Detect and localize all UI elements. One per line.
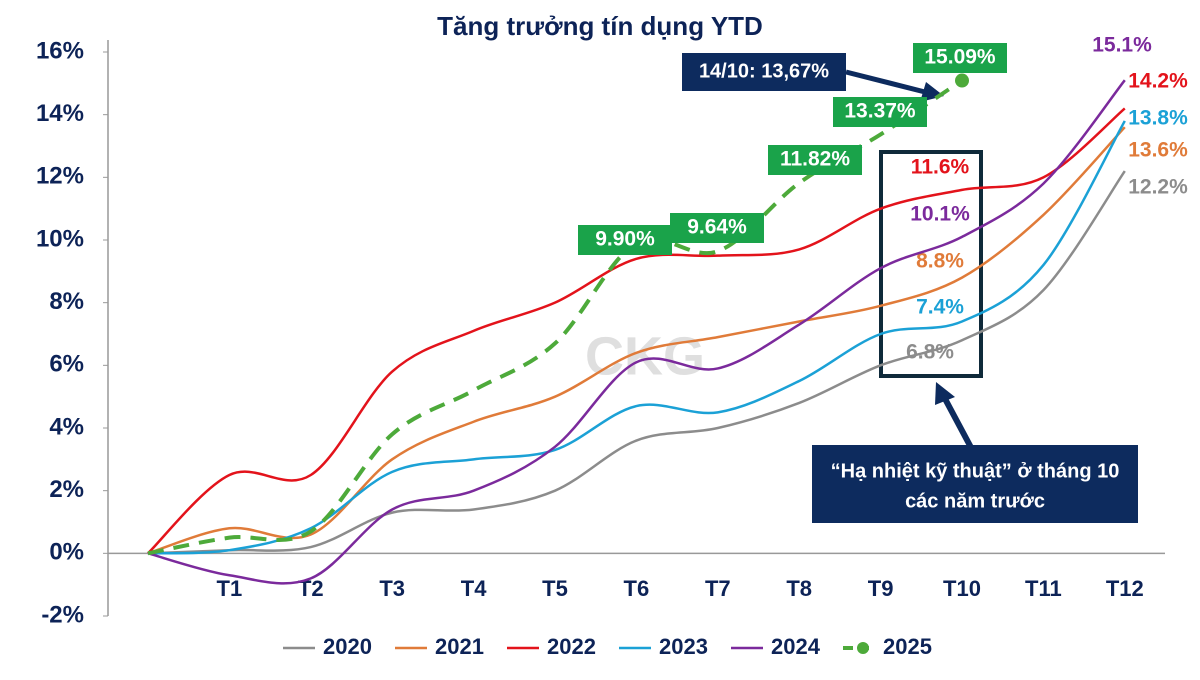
y-tick-label: 8% xyxy=(49,288,84,315)
x-tick-label: T10 xyxy=(943,576,981,601)
annotation-text: “Hạ nhiệt kỹ thuật” ở tháng 10 xyxy=(831,460,1120,482)
data-label: 6.8% xyxy=(906,341,954,364)
x-tick-label: T5 xyxy=(542,576,568,601)
annotation-box xyxy=(812,445,1138,523)
arrow-head xyxy=(935,382,955,405)
label-box xyxy=(833,97,927,127)
data-label: 12.2% xyxy=(1128,176,1188,199)
data-label: 11.6% xyxy=(911,156,970,179)
y-tick-label: 12% xyxy=(36,163,84,190)
x-tick-label: T3 xyxy=(379,576,405,601)
y-tick-label: 2% xyxy=(49,476,84,503)
data-label: 14.2% xyxy=(1128,70,1188,93)
x-tick-label: T8 xyxy=(786,576,812,601)
y-tick-label: 16% xyxy=(36,37,84,64)
chart-title: Tăng trưởng tín dụng YTD xyxy=(437,11,763,41)
series-line xyxy=(147,170,1126,555)
annotation-arrow xyxy=(845,69,926,95)
legend-label: 2023 xyxy=(659,634,708,659)
legend-label: 2024 xyxy=(771,634,821,659)
series-line xyxy=(147,79,1126,585)
y-tick-label: 0% xyxy=(49,539,84,566)
y-tick-label: 6% xyxy=(49,351,84,378)
annotation-text: các năm trước xyxy=(905,490,1045,512)
legend-label: 2025 xyxy=(883,634,932,659)
watermark: CKG xyxy=(585,326,705,386)
data-label: 7.4% xyxy=(916,296,964,319)
x-tick-label: T11 xyxy=(1025,576,1062,601)
y-tick-label: 4% xyxy=(49,413,84,440)
x-tick-label: T7 xyxy=(705,576,731,601)
x-tick-label: T6 xyxy=(624,576,650,601)
label-box xyxy=(578,225,672,255)
legend-marker xyxy=(857,642,869,654)
data-label: 15.09% xyxy=(924,46,996,69)
legend-label: 2020 xyxy=(323,634,372,659)
y-tick-label: -2% xyxy=(41,601,84,628)
data-label: 9.64% xyxy=(687,216,747,239)
data-label: 13.8% xyxy=(1128,107,1188,130)
label-box xyxy=(670,213,764,243)
data-label: 13.6% xyxy=(1128,139,1188,162)
legend-label: 2021 xyxy=(435,634,484,659)
series-line xyxy=(147,107,1126,555)
x-tick-label: T9 xyxy=(868,576,894,601)
y-tick-label: 10% xyxy=(36,225,84,252)
y-tick-label: 14% xyxy=(36,100,84,127)
data-label: 13.37% xyxy=(844,100,916,123)
data-label: 10.1% xyxy=(910,203,970,226)
annotation-text: 14/10: 13,67% xyxy=(699,60,829,82)
data-label: 8.8% xyxy=(916,250,964,273)
x-tick-label: T1 xyxy=(217,576,243,601)
annotation-box xyxy=(682,53,846,91)
label-box xyxy=(913,43,1007,73)
end-marker xyxy=(955,73,969,88)
label-box xyxy=(768,145,862,175)
series-line xyxy=(147,120,1126,555)
x-tick-label: T12 xyxy=(1106,576,1144,601)
series-line xyxy=(147,126,1126,555)
x-tick-label: T4 xyxy=(461,576,487,601)
data-label: 9.90% xyxy=(595,228,655,251)
data-label: 11.82% xyxy=(780,148,850,171)
highlight-box xyxy=(879,150,983,378)
legend-label: 2022 xyxy=(547,634,596,659)
data-label: 15.1% xyxy=(1092,34,1152,57)
